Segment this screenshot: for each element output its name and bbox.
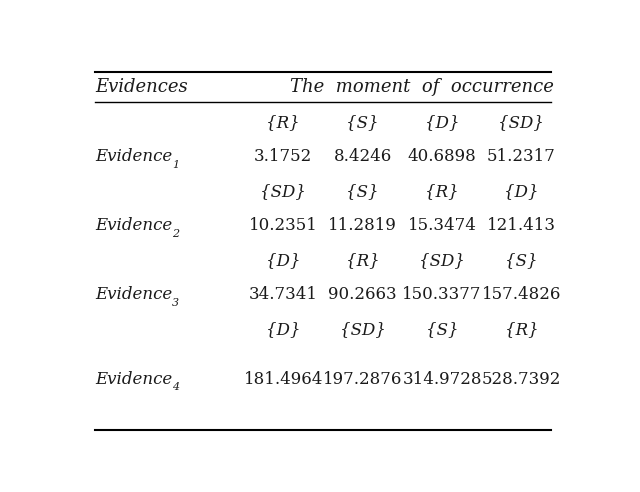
Text: {SD}: {SD} — [499, 114, 545, 131]
Text: 10.2351: 10.2351 — [249, 217, 318, 234]
Text: Evidence: Evidence — [95, 370, 172, 388]
Text: 90.2663: 90.2663 — [328, 286, 397, 303]
Text: The  moment  of  occurrence: The moment of occurrence — [291, 78, 554, 96]
Text: {R}: {R} — [346, 252, 380, 269]
Text: {D}: {D} — [266, 252, 301, 269]
Text: {SD}: {SD} — [340, 321, 386, 338]
Text: 8.4246: 8.4246 — [333, 148, 392, 165]
Text: {R}: {R} — [425, 183, 459, 200]
Text: 51.2317: 51.2317 — [487, 148, 556, 165]
Text: {S}: {S} — [346, 114, 379, 131]
Text: 181.4964: 181.4964 — [244, 370, 323, 388]
Text: {S}: {S} — [505, 252, 538, 269]
Text: 34.7341: 34.7341 — [249, 286, 318, 303]
Text: 150.3377: 150.3377 — [403, 286, 482, 303]
Text: Evidence: Evidence — [95, 286, 172, 303]
Text: 314.9728: 314.9728 — [403, 370, 482, 388]
Text: {R}: {R} — [504, 321, 538, 338]
Text: {S}: {S} — [426, 321, 458, 338]
Text: 1: 1 — [172, 160, 179, 170]
Text: {SD}: {SD} — [419, 252, 465, 269]
Text: 3.1752: 3.1752 — [254, 148, 312, 165]
Text: 528.7392: 528.7392 — [482, 370, 561, 388]
Text: 15.3474: 15.3474 — [408, 217, 477, 234]
Text: 121.413: 121.413 — [487, 217, 556, 234]
Text: {D}: {D} — [425, 114, 460, 131]
Text: 197.2876: 197.2876 — [323, 370, 403, 388]
Text: {D}: {D} — [504, 183, 539, 200]
Text: 157.4826: 157.4826 — [482, 286, 561, 303]
Text: {SD}: {SD} — [260, 183, 307, 200]
Text: 11.2819: 11.2819 — [328, 217, 397, 234]
Text: Evidences: Evidences — [95, 78, 188, 96]
Text: 4: 4 — [172, 382, 179, 393]
Text: Evidence: Evidence — [95, 148, 172, 165]
Text: 40.6898: 40.6898 — [408, 148, 476, 165]
Text: {S}: {S} — [346, 183, 379, 200]
Text: 3: 3 — [172, 298, 179, 308]
Text: {D}: {D} — [266, 321, 301, 338]
Text: Evidence: Evidence — [95, 217, 172, 234]
Text: 2: 2 — [172, 229, 179, 239]
Text: {R}: {R} — [266, 114, 300, 131]
